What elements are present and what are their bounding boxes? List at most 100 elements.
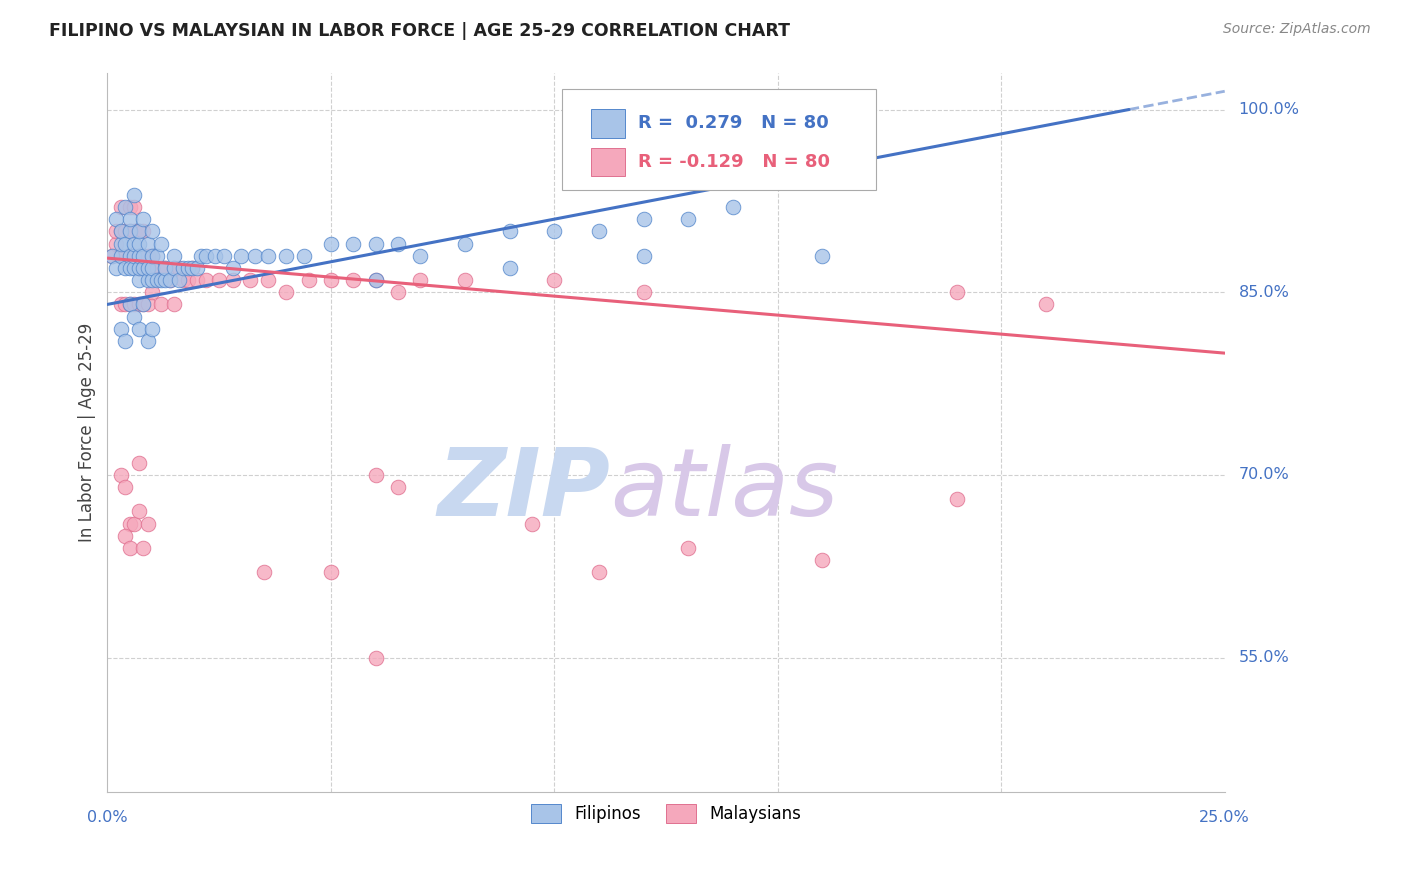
Point <box>128 273 150 287</box>
Point <box>409 273 432 287</box>
Point <box>387 236 409 251</box>
Point <box>945 492 967 507</box>
Point <box>141 249 163 263</box>
Point <box>114 249 136 263</box>
Point <box>118 200 141 214</box>
Text: ZIP: ZIP <box>437 444 610 536</box>
Text: Source: ZipAtlas.com: Source: ZipAtlas.com <box>1223 22 1371 37</box>
Point <box>118 297 141 311</box>
Point <box>110 200 132 214</box>
Text: 25.0%: 25.0% <box>1199 810 1250 825</box>
Point <box>128 260 150 275</box>
Point <box>132 297 155 311</box>
Point <box>239 273 262 287</box>
Point <box>498 224 520 238</box>
Point <box>141 249 163 263</box>
Point <box>141 260 163 275</box>
Point <box>114 480 136 494</box>
Point <box>128 224 150 238</box>
Point <box>110 322 132 336</box>
Point <box>633 249 655 263</box>
Point <box>132 249 155 263</box>
Point <box>811 553 834 567</box>
Point <box>221 273 243 287</box>
Point <box>114 224 136 238</box>
Point <box>122 236 145 251</box>
Point <box>633 285 655 300</box>
Point <box>155 260 177 275</box>
Point <box>186 273 208 287</box>
Point <box>128 322 150 336</box>
Point <box>128 297 150 311</box>
Point <box>132 212 155 227</box>
Point <box>128 236 150 251</box>
Point <box>212 249 235 263</box>
Point <box>101 249 124 263</box>
Point <box>118 260 141 275</box>
Point <box>118 249 141 263</box>
Point <box>136 260 159 275</box>
Point <box>128 504 150 518</box>
Point <box>118 541 141 555</box>
Point <box>231 249 253 263</box>
Point <box>342 236 364 251</box>
Point <box>221 260 243 275</box>
Point <box>114 529 136 543</box>
Point <box>342 273 364 287</box>
Point <box>208 273 231 287</box>
Text: FILIPINO VS MALAYSIAN IN LABOR FORCE | AGE 25-29 CORRELATION CHART: FILIPINO VS MALAYSIAN IN LABOR FORCE | A… <box>49 22 790 40</box>
Point <box>172 260 194 275</box>
Point <box>588 224 610 238</box>
Point <box>105 236 128 251</box>
Point <box>136 297 159 311</box>
Point <box>110 467 132 482</box>
Point <box>114 334 136 348</box>
Point <box>297 273 319 287</box>
Point <box>141 285 163 300</box>
Point <box>253 566 276 580</box>
Point <box>136 273 159 287</box>
Point <box>194 273 217 287</box>
Point <box>132 260 155 275</box>
Point <box>150 260 173 275</box>
Point <box>167 273 190 287</box>
Point <box>257 273 280 287</box>
Point <box>163 260 186 275</box>
Point <box>721 200 744 214</box>
Point <box>110 224 132 238</box>
Point <box>136 236 159 251</box>
Point <box>678 212 700 227</box>
Point <box>364 273 387 287</box>
Point <box>110 249 132 263</box>
Point <box>118 516 141 531</box>
Point <box>387 480 409 494</box>
Text: 55.0%: 55.0% <box>1239 650 1289 665</box>
Point <box>132 249 155 263</box>
Point <box>945 285 967 300</box>
Point <box>498 260 520 275</box>
Point <box>136 249 159 263</box>
Point <box>194 249 217 263</box>
Legend: Filipinos, Malaysians: Filipinos, Malaysians <box>524 797 808 830</box>
Point <box>163 249 186 263</box>
Point <box>155 273 177 287</box>
Point <box>128 224 150 238</box>
Point <box>128 456 150 470</box>
Point <box>118 224 141 238</box>
Point <box>136 334 159 348</box>
Point <box>163 260 186 275</box>
Point <box>181 260 204 275</box>
Point <box>454 236 477 251</box>
FancyBboxPatch shape <box>562 89 876 190</box>
Point <box>150 236 173 251</box>
Text: 0.0%: 0.0% <box>87 810 128 825</box>
Point <box>122 260 145 275</box>
Point <box>543 273 565 287</box>
Point <box>150 297 173 311</box>
Point <box>118 297 141 311</box>
Point <box>150 273 173 287</box>
Point <box>243 249 266 263</box>
Point <box>155 260 177 275</box>
Point <box>409 249 432 263</box>
Point <box>114 297 136 311</box>
